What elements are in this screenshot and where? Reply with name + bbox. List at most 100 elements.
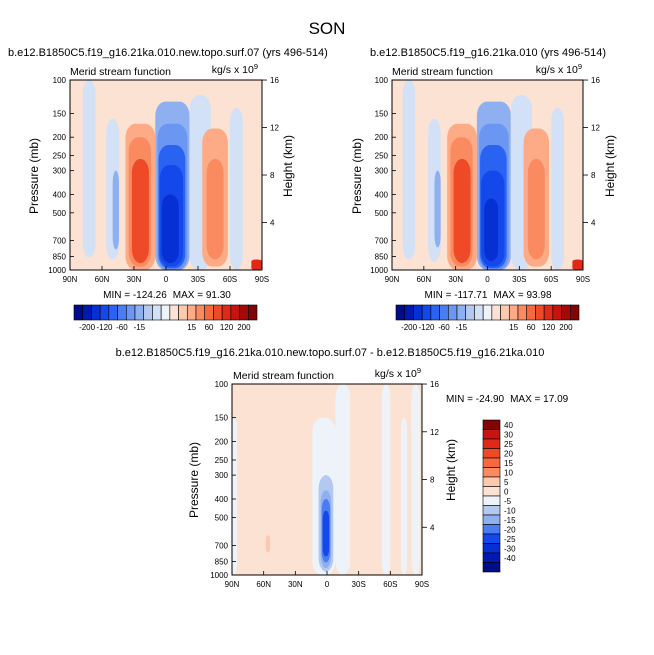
- panel-a-y2-tick-label: 4: [270, 219, 275, 228]
- panel-a-x-tick-label: 60S: [223, 275, 237, 284]
- panel-diff-units-exponent: 9: [417, 366, 421, 375]
- colorbar-diff-swatch: [482, 533, 501, 544]
- cbar-a-label: 200: [237, 323, 251, 332]
- colorbar-diff-swatch: [482, 476, 501, 487]
- panel-b-subtitle: Merid stream function: [392, 66, 493, 78]
- colorbar-diff-swatch: [482, 505, 501, 516]
- colorbar-diff-label: -10: [504, 506, 516, 515]
- panel-a-title: b.e12.B1850C5.f19_g16.21ka.010.new.topo.…: [8, 47, 328, 59]
- panel-diff-title: b.e12.B1850C5.f19_g16.21ka.010.new.topo.…: [116, 347, 545, 359]
- cbar-b-swatch: [395, 304, 406, 321]
- panel-b-contour-cell: [440, 128, 448, 262]
- cbar-a-swatch: [195, 304, 206, 321]
- colorbar-diff-swatch: [482, 495, 501, 506]
- panel-diff-contour-cell: [400, 417, 408, 575]
- panel-b-min-value: -117.71: [454, 290, 488, 301]
- panel-b-stats: MIN = -117.71 MAX = 93.98: [424, 290, 551, 301]
- cbar-b-swatch: [474, 304, 484, 321]
- colorbar-diff-swatch: [482, 543, 501, 554]
- cbar-b-swatch: [456, 304, 467, 321]
- panel-a-contour-cell: [161, 194, 179, 264]
- panel-a-x-tick-label: 30N: [127, 275, 142, 284]
- cbar-b-label: -15: [456, 323, 468, 332]
- colorbar-diff-swatch: [482, 552, 501, 563]
- panel-b-contour-cell: [527, 158, 545, 260]
- cbar-b-swatch: [508, 304, 519, 321]
- panel-a-units-exponent: 9: [254, 62, 258, 71]
- panel-diff-x-tick-label: 60N: [256, 580, 271, 589]
- panel-a-units: kg/s x 109: [212, 62, 258, 76]
- panel-a-x-tick-label: 0: [164, 275, 169, 284]
- panel-diff-y-tick-label: 200: [215, 437, 229, 446]
- cbar-b-swatch: [500, 304, 510, 321]
- panel-b-y-tick-label: 300: [375, 167, 389, 176]
- cbar-b-label: -200: [401, 323, 418, 332]
- panel-b: b.e12.B1850C5.f19_g16.21ka.010 (yrs 496-…: [350, 47, 617, 301]
- panel-b-min-label: MIN =: [424, 290, 454, 301]
- panel-b-y-tick-label: 500: [375, 209, 389, 218]
- cbar-b-swatch: [439, 304, 449, 321]
- panel-a-max-label: MAX =: [173, 290, 206, 301]
- panel-a-contour-cell: [206, 158, 224, 260]
- cbar-b-swatch: [482, 304, 493, 321]
- panel-b-contour-cell: [456, 175, 467, 260]
- cbar-a-swatch: [117, 304, 127, 321]
- panel-diff-y-tick-label: 500: [215, 514, 229, 523]
- colorbar-diff-swatch: [482, 429, 501, 440]
- panel-diff-contour-cell: [350, 384, 359, 575]
- panel-diff-y-tick-label: 850: [215, 558, 229, 567]
- cbar-a-swatch: [134, 304, 145, 321]
- colorbar-diff-swatch: [482, 448, 501, 459]
- cbar-a-swatch: [221, 304, 232, 321]
- colorbar-diff-swatch: [482, 562, 501, 573]
- cbar-b-swatch: [491, 304, 501, 321]
- panel-b-contour-cell: [484, 198, 499, 262]
- cbar-a-swatch: [213, 304, 223, 321]
- cbar-a-swatch: [160, 304, 171, 321]
- panel-diff-y2-tick-label: 12: [430, 428, 439, 437]
- colorbar-diff-label: 0: [504, 487, 509, 496]
- panel-a-subtitle: Merid stream function: [70, 66, 171, 78]
- colorbar-diff-swatch: [482, 467, 501, 478]
- colorbar-diff-label: -40: [504, 554, 516, 563]
- panel-diff-subtitle: Merid stream function: [233, 370, 334, 382]
- cbar-a-swatch: [247, 304, 258, 321]
- colorbar-diff-label: 30: [504, 430, 513, 439]
- panel-a-y2-tick-label: 8: [270, 171, 275, 180]
- cbar-b-swatch: [430, 304, 440, 321]
- panel-b-units-exponent: 9: [578, 62, 582, 71]
- cbar-b-label: 15: [509, 323, 518, 332]
- panel-diff-x-tick-label: 30S: [352, 580, 366, 589]
- panel-b-y-tick-label: 150: [375, 109, 389, 118]
- cbar-a-label: -15: [134, 323, 146, 332]
- panel-diff-contour-cell: [232, 417, 238, 575]
- colorbar-diff-label: -5: [504, 497, 512, 506]
- panel-a-units-base: kg/s x 10: [212, 64, 254, 76]
- panel-diff-min-value: -24.90: [476, 394, 505, 405]
- panel-b-y-tick-label: 700: [375, 237, 389, 246]
- panel-a-y-tick-label: 200: [53, 133, 67, 142]
- panel-a-x-tick-label: 30S: [191, 275, 205, 284]
- cbar-a-swatch: [143, 304, 153, 321]
- panel-diff-contour-cell: [411, 384, 420, 575]
- panel-b-y-tick-label: 100: [375, 76, 389, 85]
- panel-diff-y-tick-label: 700: [215, 541, 229, 550]
- panel-diff-min-label: MIN =: [446, 394, 476, 405]
- cbar-a-swatch: [125, 304, 136, 321]
- colorbar-diff-label: 5: [504, 478, 509, 487]
- panel-diff-x-tick-label: 90N: [225, 580, 240, 589]
- cbar-a-swatch: [169, 304, 179, 321]
- panel-b-y2-axis-label: Height (km): [603, 135, 617, 197]
- panel-b-x-tick-label: 0: [485, 275, 490, 284]
- panel-a-y-tick-label: 300: [53, 167, 67, 176]
- colorbar-diff-label: 20: [504, 449, 513, 458]
- panel-b-y2-tick-label: 12: [591, 124, 600, 133]
- panel-a-x-tick-label: 60N: [95, 275, 110, 284]
- panel-b-x-tick-label: 90S: [576, 275, 590, 284]
- cbar-b-swatch: [517, 304, 528, 321]
- panel-b-max-value: 93.98: [526, 290, 551, 301]
- panel-b-units-base: kg/s x 10: [536, 64, 578, 76]
- panel-b-y2-tick-label: 16: [591, 76, 600, 85]
- panel-b-y-tick-label: 200: [375, 133, 389, 142]
